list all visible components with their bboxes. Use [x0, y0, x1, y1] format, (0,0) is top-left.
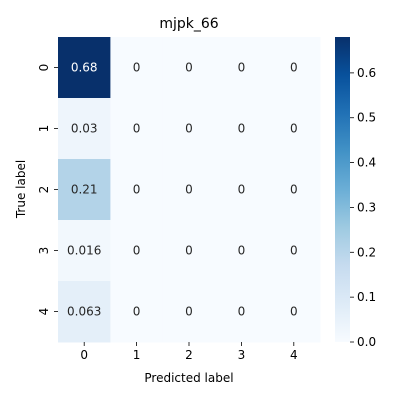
cell-value-label: 0 — [290, 183, 298, 197]
y-tick-label: 2 — [37, 186, 51, 194]
cell-value-label: 0 — [290, 305, 298, 319]
heatmap-cell — [215, 159, 269, 221]
y-tick-label: 1 — [37, 125, 51, 133]
colorbar-tick-label: 0.6 — [357, 66, 376, 80]
heatmap-cell — [58, 98, 111, 160]
heatmap-cell — [267, 159, 321, 221]
cell-value-label: 0 — [185, 305, 193, 319]
cell-value-label: 0 — [133, 305, 141, 319]
cell-value-label: 0 — [238, 244, 246, 258]
cell-value-label: 0 — [185, 183, 193, 197]
heatmap-cell — [110, 159, 164, 221]
colorbar-tick-label: 0.0 — [357, 335, 376, 349]
chart-title: mjpk_66 — [159, 16, 218, 32]
x-tick-label: 4 — [290, 348, 298, 362]
cell-value-label: 0 — [238, 122, 246, 136]
cell-value-label: 0 — [133, 244, 141, 258]
cell-value-label: 0 — [290, 61, 298, 75]
heatmap-cells: 0.68 0 0 0 0 0.03 0 0 0 0 0.21 0 0 0 0 0.016 0 0 0 0 0.063 0 0… — [58, 37, 321, 343]
heatmap-cell — [58, 220, 111, 282]
heatmap-cell — [110, 281, 164, 343]
x-axis-ticks: 0 1 2 3 4 — [80, 342, 298, 362]
cell-value-label: 0.016 — [67, 244, 101, 258]
x-tick-label: 0 — [80, 348, 88, 362]
heatmap-cell — [162, 220, 216, 282]
heatmap-cell — [110, 37, 164, 99]
heatmap-cell — [58, 281, 111, 343]
cell-value-label: 0.21 — [71, 183, 98, 197]
x-tick-label: 2 — [185, 348, 193, 362]
heatmap-cell — [267, 98, 321, 160]
y-tick-label: 0 — [37, 64, 51, 72]
colorbar-ticks: 0.0 0.1 0.2 0.3 0.4 0.5 0.6 — [350, 66, 376, 349]
heatmap-cell — [215, 281, 269, 343]
cell-value-label: 0 — [185, 122, 193, 136]
cell-value-label: 0 — [290, 122, 298, 136]
heatmap-cell — [162, 281, 216, 343]
cell-value-label: 0 — [238, 305, 246, 319]
y-axis-ticks: 0 1 2 3 4 — [37, 64, 58, 316]
cell-value-label: 0 — [133, 122, 141, 136]
heatmap-cell — [215, 37, 269, 99]
heatmap-cell — [110, 220, 164, 282]
cell-value-label: 0.68 — [71, 61, 98, 75]
colorbar-tick-label: 0.2 — [357, 245, 376, 259]
heatmap-cell — [162, 159, 216, 221]
cell-value-label: 0 — [238, 61, 246, 75]
x-tick-label: 1 — [133, 348, 141, 362]
y-tick-label: 4 — [37, 308, 51, 316]
cell-value-label: 0 — [133, 61, 141, 75]
heatmap-cell — [267, 37, 321, 99]
heatmap-cell — [215, 98, 269, 160]
colorbar-tick-label: 0.1 — [357, 290, 376, 304]
cell-value-label: 0.03 — [71, 122, 98, 136]
cell-value-label: 0 — [290, 244, 298, 258]
cell-value-label: 0 — [185, 244, 193, 258]
heatmap-cell — [58, 37, 111, 99]
heatmap-cell — [267, 281, 321, 343]
cell-value-label: 0 — [185, 61, 193, 75]
y-tick-label: 3 — [37, 247, 51, 255]
heatmap-cell — [162, 37, 216, 99]
colorbar-tick-label: 0.5 — [357, 111, 376, 125]
heatmap-cell — [110, 98, 164, 160]
heatmap-cell — [267, 220, 321, 282]
colorbar-tick-label: 0.3 — [357, 200, 376, 214]
colorbar-tick-label: 0.4 — [357, 156, 376, 170]
cell-value-label: 0 — [133, 183, 141, 197]
cell-value-label: 0.063 — [67, 305, 101, 319]
heatmap-cell — [58, 159, 111, 221]
y-axis-label: True label — [14, 160, 28, 219]
heatmap-cell — [215, 220, 269, 282]
heatmap-cell — [162, 98, 216, 160]
x-axis-label: Predicted label — [144, 371, 233, 385]
cell-value-label: 0 — [238, 183, 246, 197]
colorbar — [335, 37, 350, 342]
x-tick-label: 3 — [238, 348, 246, 362]
